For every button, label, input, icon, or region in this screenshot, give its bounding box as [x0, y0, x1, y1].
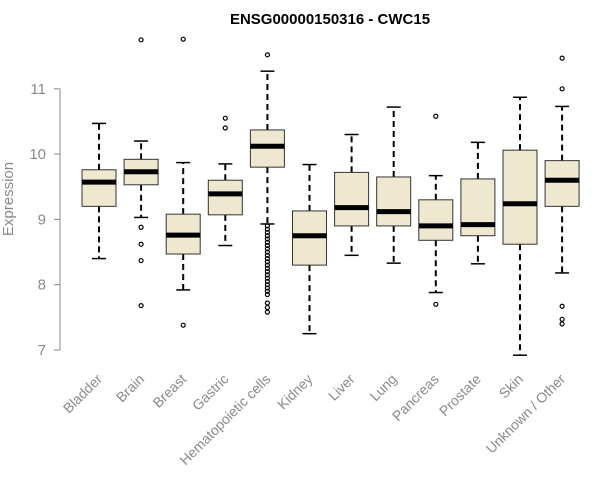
box-group	[292, 163, 327, 335]
iqr-box	[544, 160, 580, 207]
outlier-point	[264, 265, 270, 271]
outlier-point	[264, 285, 270, 291]
outlier-point	[264, 249, 270, 255]
outlier-point	[264, 233, 270, 239]
outlier-point	[138, 302, 144, 309]
outlier-point	[264, 272, 270, 278]
x-category-label: Breast	[149, 371, 189, 411]
iqr-box	[334, 171, 370, 227]
outlier-point	[264, 242, 270, 249]
outlier-point	[264, 226, 270, 232]
outlier-point	[264, 223, 270, 229]
y-tick-label: 9	[38, 211, 46, 228]
outlier-point	[264, 282, 270, 288]
outlier-point	[138, 257, 144, 264]
outlier-point	[264, 246, 270, 252]
outlier-point	[264, 304, 270, 311]
iqr-box	[460, 178, 496, 237]
outlier-point	[264, 255, 270, 262]
iqr-box	[81, 169, 117, 207]
outlier-point	[264, 309, 270, 315]
outlier-point	[433, 113, 439, 119]
box-group	[81, 122, 117, 260]
y-tick-label: 7	[38, 342, 46, 359]
outlier-point	[264, 259, 270, 265]
outlier-point	[222, 125, 228, 131]
box-group	[165, 36, 201, 328]
iqr-box	[418, 199, 454, 241]
plot-area	[81, 36, 580, 356]
x-category-label: Kidney	[274, 371, 316, 413]
outlier-point	[222, 115, 228, 121]
box-group	[460, 141, 496, 265]
outlier-point	[264, 239, 270, 245]
outlier-point	[264, 269, 270, 275]
box-group	[334, 133, 370, 257]
box-group	[249, 52, 285, 315]
box-group	[502, 96, 538, 356]
x-category-label: Brain	[113, 371, 147, 405]
y-tick-label: 8	[38, 277, 46, 294]
outlier-point	[180, 36, 186, 42]
outlier-point	[559, 86, 565, 92]
outlier-point	[264, 300, 270, 306]
outlier-point	[138, 241, 144, 247]
outlier-point	[264, 291, 270, 298]
outlier-point	[264, 236, 270, 242]
x-category-label: Lung	[366, 371, 399, 404]
outlier-point	[264, 275, 270, 281]
outlier-point	[559, 321, 565, 327]
iqr-box	[207, 179, 243, 216]
outlier-point	[264, 52, 270, 58]
outlier-point	[264, 278, 270, 285]
box-group	[544, 55, 580, 327]
iqr-box	[502, 149, 538, 245]
y-tick-label: 10	[29, 146, 46, 163]
outlier-point	[559, 316, 565, 322]
x-category-label: Unknown / Other	[483, 371, 569, 457]
y-tick-label: 11	[30, 81, 46, 98]
x-category-label: Bladder	[60, 371, 106, 417]
x-category-label: Liver	[325, 371, 358, 404]
outlier-point	[264, 262, 270, 268]
outlier-point	[559, 303, 565, 309]
box-group	[207, 115, 243, 247]
outlier-point	[559, 55, 565, 61]
box-group	[376, 106, 412, 264]
x-category-label: Pancreas	[389, 371, 442, 424]
iqr-box	[376, 176, 412, 227]
outlier-point	[433, 301, 439, 307]
y-axis: 7 8 9 10 11	[29, 81, 61, 359]
box-group	[418, 113, 454, 307]
chart-title: ENSG00000150316 - CWC15	[230, 11, 430, 28]
outlier-point	[138, 37, 144, 43]
y-axis-title: Expression	[0, 162, 17, 236]
outlier-point	[264, 252, 270, 258]
outlier-point	[264, 229, 270, 236]
outlier-point	[180, 322, 186, 328]
box-group	[123, 37, 159, 309]
x-category-label: Skin	[496, 371, 527, 402]
x-category-label: Prostate	[436, 371, 484, 419]
outlier-point	[264, 288, 270, 294]
outlier-point	[138, 224, 144, 230]
